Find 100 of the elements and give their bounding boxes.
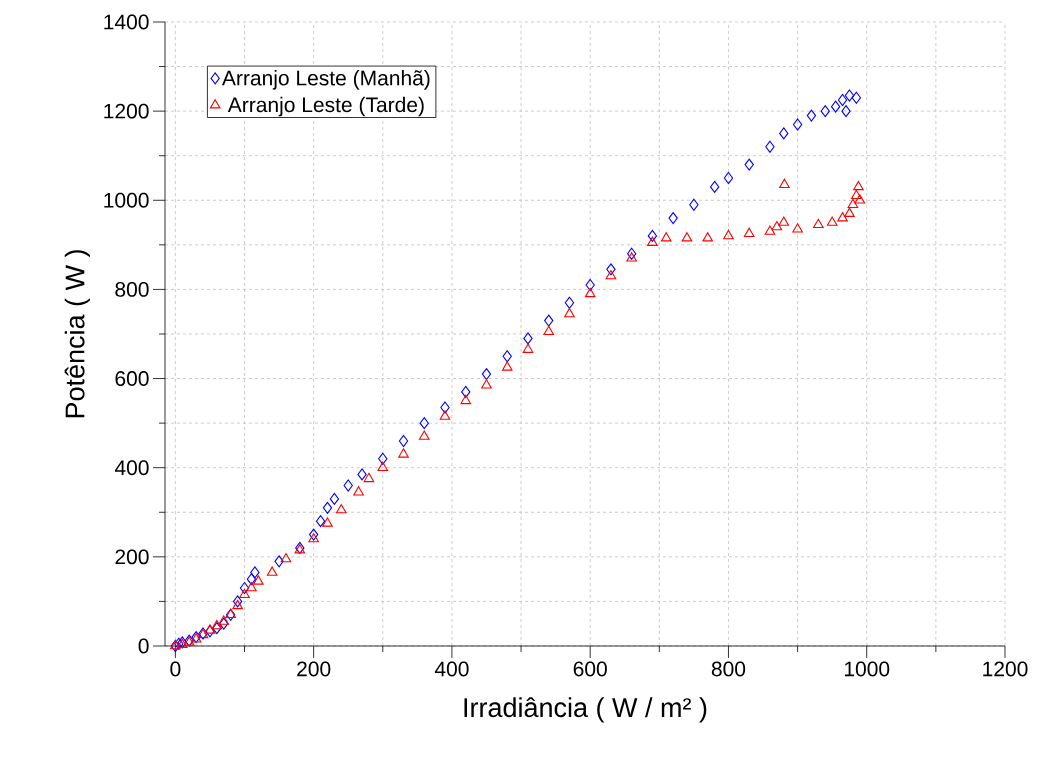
point bbox=[647, 229, 658, 242]
point bbox=[543, 325, 555, 336]
point bbox=[660, 232, 672, 242]
point bbox=[218, 615, 230, 625]
x-tick-label: 1200 bbox=[983, 661, 1028, 677]
point bbox=[329, 492, 340, 505]
point bbox=[779, 127, 789, 140]
point bbox=[322, 517, 333, 527]
point bbox=[219, 617, 229, 630]
x-tick-label: 600 bbox=[573, 661, 607, 677]
point bbox=[854, 194, 866, 204]
point bbox=[232, 595, 243, 608]
point bbox=[357, 468, 367, 481]
point bbox=[481, 368, 492, 381]
point bbox=[681, 232, 693, 242]
point bbox=[853, 180, 864, 191]
point bbox=[363, 472, 375, 483]
point bbox=[771, 220, 783, 231]
point bbox=[626, 252, 637, 262]
point bbox=[481, 379, 492, 389]
point bbox=[605, 269, 617, 280]
point bbox=[584, 287, 596, 298]
point bbox=[439, 410, 451, 420]
point bbox=[647, 236, 658, 246]
y-tick-label: 1000 bbox=[104, 192, 149, 208]
y-tick-label: 0 bbox=[138, 638, 149, 654]
point bbox=[806, 109, 817, 122]
point bbox=[378, 452, 388, 465]
point bbox=[246, 573, 257, 586]
point bbox=[702, 232, 714, 242]
point bbox=[308, 532, 319, 543]
point bbox=[668, 212, 678, 225]
point bbox=[440, 401, 450, 414]
point bbox=[419, 417, 429, 430]
point bbox=[211, 619, 223, 630]
point bbox=[626, 247, 637, 260]
point bbox=[564, 307, 575, 318]
point bbox=[564, 296, 575, 309]
point bbox=[502, 350, 512, 363]
x-tick-label: 200 bbox=[297, 661, 331, 677]
point bbox=[460, 394, 472, 405]
point bbox=[813, 218, 824, 229]
point bbox=[792, 118, 803, 131]
point bbox=[308, 528, 319, 541]
legend-label: Arranjo Leste (Manhã) bbox=[221, 70, 430, 90]
point bbox=[830, 100, 841, 113]
x-axis-title: Irradiância ( W / m² ) bbox=[464, 697, 707, 723]
point bbox=[253, 575, 264, 585]
point bbox=[844, 89, 855, 102]
point bbox=[274, 555, 284, 568]
point bbox=[205, 625, 215, 638]
point bbox=[779, 178, 790, 188]
point bbox=[343, 479, 353, 492]
point bbox=[847, 198, 859, 209]
point bbox=[280, 553, 292, 563]
point bbox=[204, 624, 216, 634]
x-tick-label: 800 bbox=[711, 661, 746, 677]
point bbox=[841, 105, 851, 118]
point bbox=[239, 581, 250, 595]
point bbox=[322, 501, 333, 514]
point bbox=[585, 278, 595, 292]
point bbox=[250, 566, 260, 579]
y-tick-label: 200 bbox=[115, 549, 149, 565]
point bbox=[246, 581, 257, 592]
point bbox=[315, 515, 326, 528]
point bbox=[398, 448, 409, 458]
point bbox=[765, 140, 775, 153]
point bbox=[709, 180, 720, 193]
x-tick-label: 0 bbox=[170, 661, 181, 677]
point bbox=[606, 263, 616, 276]
point bbox=[689, 198, 699, 211]
point bbox=[778, 216, 790, 226]
point bbox=[418, 430, 430, 440]
point bbox=[820, 105, 830, 118]
point bbox=[522, 343, 534, 353]
point bbox=[461, 385, 471, 398]
point bbox=[398, 434, 409, 448]
point bbox=[523, 332, 533, 345]
legend-label: Arranjo Leste (Tarde) bbox=[227, 96, 424, 117]
point bbox=[844, 207, 855, 217]
point bbox=[723, 229, 734, 240]
point bbox=[851, 91, 862, 104]
y-tick-label: 1200 bbox=[104, 103, 149, 119]
x-tick-label: 1000 bbox=[844, 661, 890, 677]
y-tick-label: 1400 bbox=[104, 14, 149, 30]
point bbox=[501, 361, 513, 371]
y-tick-label: 400 bbox=[114, 460, 149, 476]
point bbox=[792, 223, 803, 233]
point bbox=[212, 622, 222, 635]
point bbox=[266, 566, 278, 576]
point bbox=[239, 588, 250, 599]
y-tick-label: 600 bbox=[115, 371, 149, 386]
point bbox=[764, 225, 776, 235]
point bbox=[826, 216, 838, 226]
point bbox=[353, 486, 364, 496]
point bbox=[851, 189, 862, 200]
point bbox=[232, 599, 243, 610]
point bbox=[744, 158, 754, 171]
x-tick-label: 400 bbox=[434, 661, 469, 677]
point bbox=[743, 227, 755, 237]
